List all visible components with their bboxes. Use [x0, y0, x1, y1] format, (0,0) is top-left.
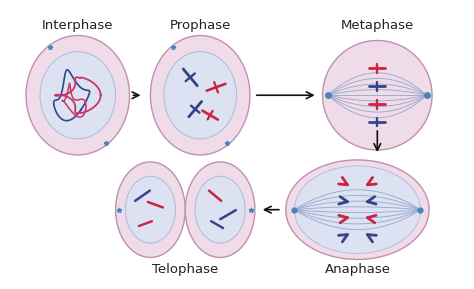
Text: Metaphase: Metaphase [341, 19, 414, 32]
Text: Telophase: Telophase [152, 263, 219, 276]
Ellipse shape [164, 52, 237, 139]
Ellipse shape [286, 160, 429, 260]
Ellipse shape [40, 52, 116, 139]
Ellipse shape [195, 176, 245, 243]
Ellipse shape [116, 162, 185, 257]
Text: Interphase: Interphase [42, 19, 113, 32]
Ellipse shape [26, 36, 129, 155]
Text: Anaphase: Anaphase [324, 263, 391, 276]
Ellipse shape [323, 40, 432, 150]
Ellipse shape [185, 162, 255, 257]
Ellipse shape [150, 36, 250, 155]
Text: Prophase: Prophase [170, 19, 231, 32]
Ellipse shape [294, 166, 420, 253]
Ellipse shape [125, 176, 175, 243]
